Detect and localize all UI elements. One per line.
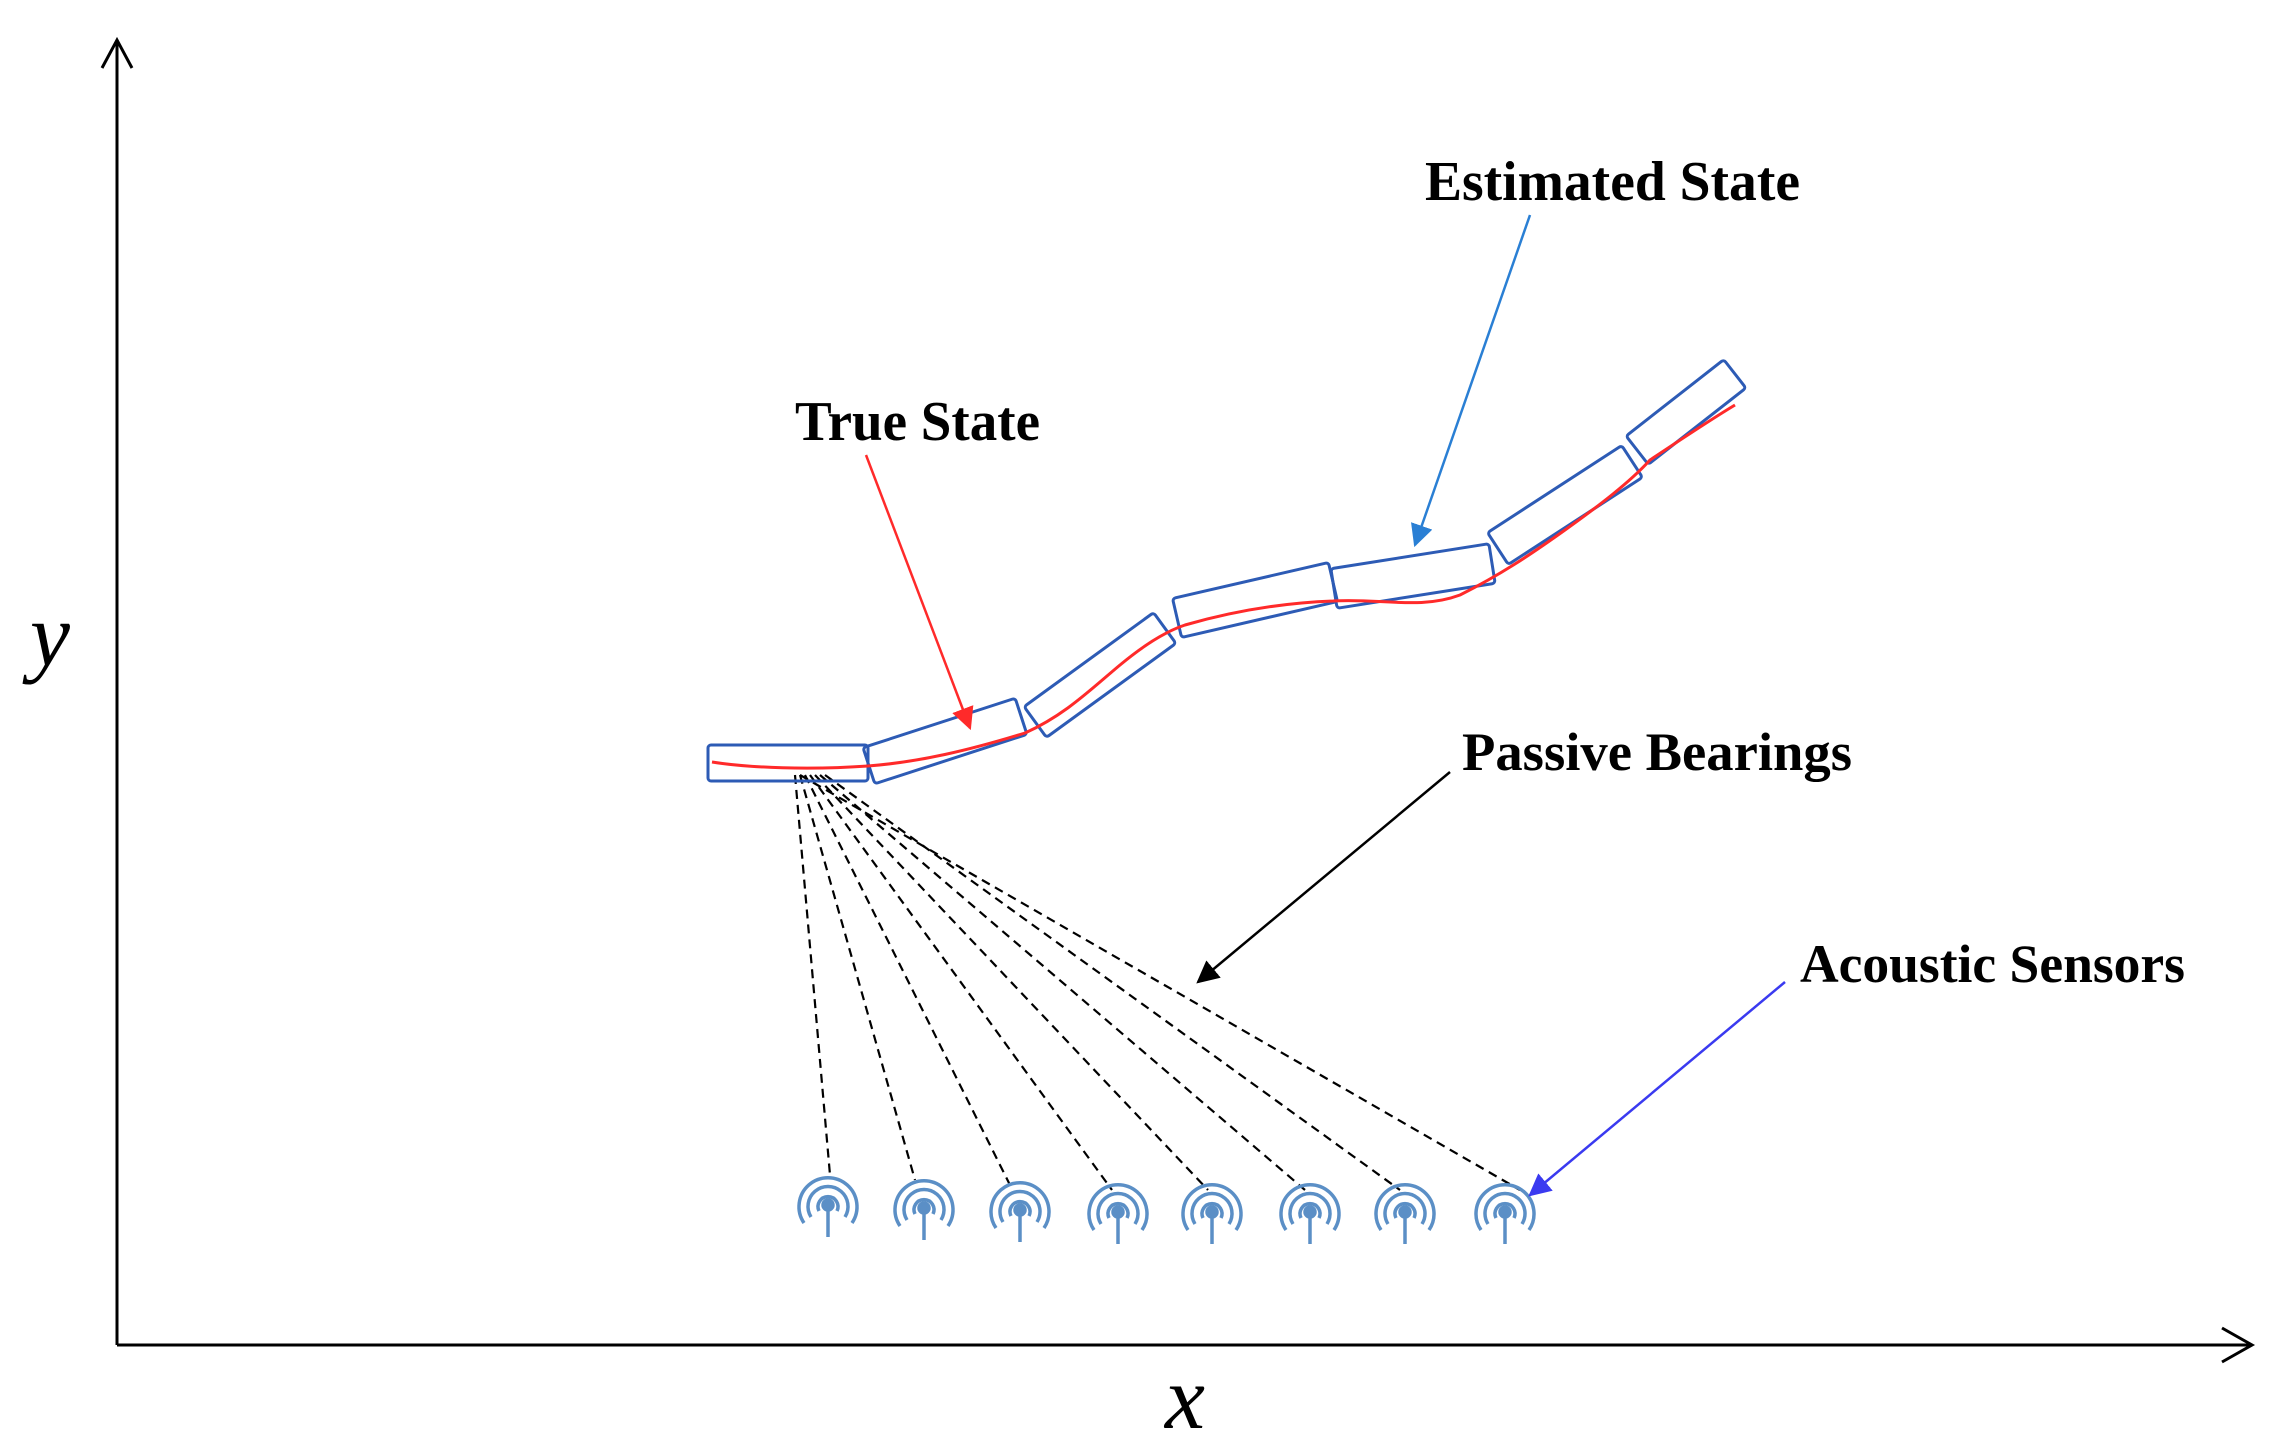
bearing-line-4 [809, 774, 1113, 1191]
antenna-icon [1087, 1183, 1149, 1244]
y-axis-label: y [22, 586, 70, 685]
bearing-line-2 [798, 774, 917, 1181]
estimated-state-arrow [1411, 214, 1532, 548]
bearing-line-3 [804, 774, 1011, 1186]
x-axis-label: x [1163, 1349, 1205, 1448]
passive-bearings [793, 774, 1521, 1191]
estimated-state-box [1487, 445, 1643, 565]
acoustic-sensors-arrow [1528, 981, 1786, 1197]
y-axis-arrowhead [100, 36, 134, 69]
true-state-arrow [864, 454, 974, 731]
estimated-state-label: Estimated State [1425, 151, 1800, 213]
antenna-icon [1474, 1183, 1536, 1244]
estimated-state-box [1329, 542, 1497, 610]
bearing-line-8 [799, 774, 1521, 1191]
bearing-line-6 [819, 774, 1306, 1191]
estimated-state-box [706, 743, 870, 783]
antenna-icon [989, 1181, 1051, 1242]
antenna-icon [893, 1179, 955, 1240]
antenna-icon [797, 1176, 859, 1237]
bearing-line-1 [793, 774, 832, 1176]
acoustic-sensors [797, 1176, 1536, 1244]
antenna-icon [1374, 1183, 1436, 1244]
passive-bearings-label: Passive Bearings [1462, 722, 1852, 782]
bearing-line-5 [814, 774, 1209, 1191]
true-state-label: True State [795, 391, 1040, 453]
acoustic-sensors-label: Acoustic Sensors [1800, 934, 2185, 994]
antenna-icon [1279, 1183, 1341, 1244]
axes: y x [22, 36, 2256, 1448]
true-state-curve [711, 403, 1736, 770]
bearing-line-7 [824, 774, 1401, 1191]
antenna-icon [1181, 1183, 1243, 1244]
estimated-state-box [1625, 359, 1747, 465]
estimated-state-box [1023, 612, 1177, 738]
passive-bearings-arrow [1196, 771, 1451, 984]
estimated-state-box [1171, 561, 1339, 639]
x-axis-arrowhead [2221, 1326, 2256, 1364]
